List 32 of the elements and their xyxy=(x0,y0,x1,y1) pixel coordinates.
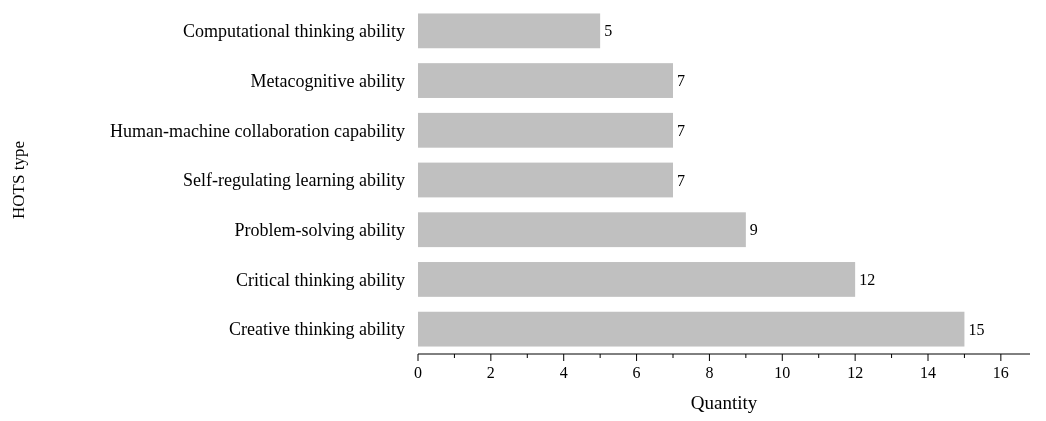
data-label: 7 xyxy=(677,72,685,90)
bar xyxy=(418,162,673,198)
y-tick-label: Problem-solving ability xyxy=(234,220,405,241)
x-axis-title: Quantity xyxy=(690,392,758,413)
data-label: 7 xyxy=(677,171,685,189)
x-tick-label: 2 xyxy=(486,364,495,381)
x-tick-label: 8 xyxy=(705,364,714,381)
data-label: 7 xyxy=(677,121,685,139)
x-tick-label: 4 xyxy=(559,364,568,381)
x-tick-label: 10 xyxy=(774,364,791,381)
x-tick-label: 0 xyxy=(414,364,422,381)
bar xyxy=(418,262,856,297)
bar xyxy=(418,212,746,248)
x-tick-label: 6 xyxy=(632,364,641,381)
bar xyxy=(418,13,601,49)
y-tick-label: Human-machine collaboration capability xyxy=(110,120,405,141)
y-tick-label: Computational thinking ability xyxy=(183,21,405,42)
data-label: 12 xyxy=(859,271,876,289)
y-tick-label: Metacognitive ability xyxy=(250,70,405,91)
y-axis-title: HOTS type xyxy=(9,141,28,219)
data-label: 15 xyxy=(968,320,985,338)
bar xyxy=(418,63,673,98)
bar xyxy=(418,311,965,347)
x-tick-label: 16 xyxy=(992,364,1009,381)
x-tick-label: 12 xyxy=(847,364,864,381)
data-label: 5 xyxy=(604,22,613,40)
y-tick-label: Critical thinking ability xyxy=(236,269,405,290)
x-tick-label: 14 xyxy=(920,364,936,381)
data-label: 9 xyxy=(749,221,758,239)
bar xyxy=(418,112,673,148)
y-tick-label: Creative thinking ability xyxy=(229,319,405,340)
y-tick-label: Self-regulating learning ability xyxy=(183,170,405,191)
